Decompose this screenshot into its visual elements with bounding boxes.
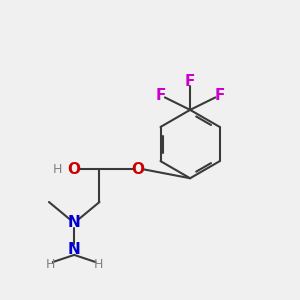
- Text: O: O: [132, 162, 145, 177]
- Text: N: N: [68, 242, 81, 257]
- Text: O: O: [68, 162, 81, 177]
- Text: F: F: [155, 88, 166, 103]
- Text: H: H: [53, 163, 62, 176]
- Text: F: F: [185, 74, 195, 89]
- Text: F: F: [215, 88, 225, 103]
- Text: N: N: [68, 215, 81, 230]
- Text: H: H: [46, 258, 55, 271]
- Text: H: H: [93, 258, 103, 271]
